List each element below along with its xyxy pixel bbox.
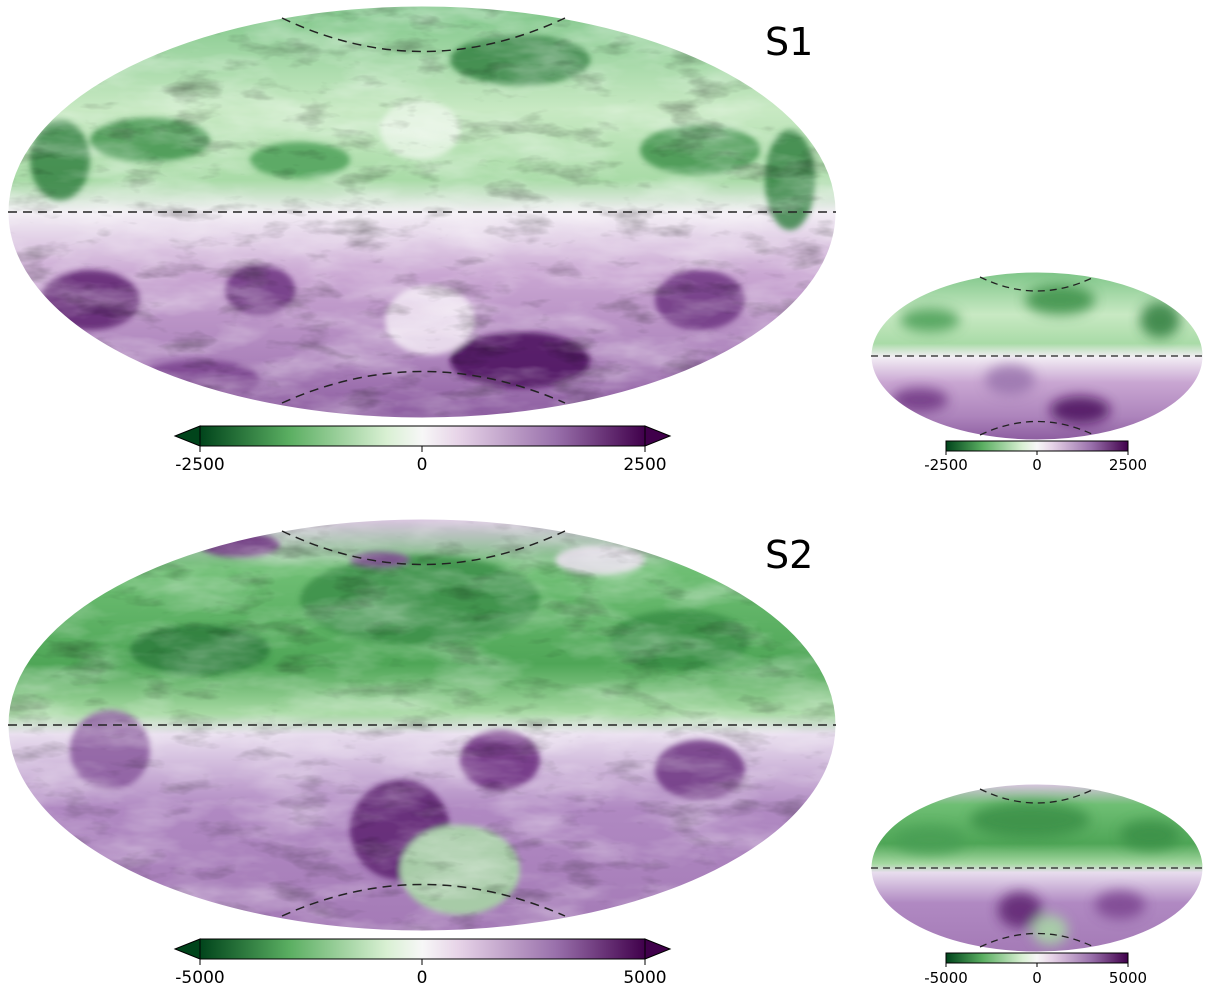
s1-small-dashed-lines — [871, 276, 1203, 436]
s1-colorbar-large: -2500 0 2500 — [173, 425, 672, 475]
s2-cbar-large-tick-min: -5000 — [175, 968, 224, 988]
s2-panel-label: S2 — [765, 533, 813, 577]
s1-panel-label: S1 — [765, 20, 813, 64]
s1-cbar-small-tick-min: -2500 — [924, 456, 968, 474]
s2-dashed-lines — [8, 530, 836, 917]
s2-small-dashed-lines — [871, 788, 1203, 948]
s1-cbar-large-tick-max: 2500 — [623, 455, 666, 475]
s2-cbar-small-tick-max: 5000 — [1109, 969, 1147, 987]
s2-colorbar-small: -5000 0 5000 — [924, 952, 1147, 987]
s1-dashed-lines — [8, 17, 836, 404]
s2-cbar-small-tick-min: -5000 — [924, 969, 968, 987]
s1-cbar-small-tick-max: 2500 — [1109, 456, 1147, 474]
s1-cbar-small-tick-zero: 0 — [1032, 456, 1042, 474]
s1-colorbar-small: -2500 0 2500 — [924, 440, 1147, 474]
s2-cbar-small-tick-zero: 0 — [1032, 969, 1042, 987]
s1-cbar-large-tick-zero: 0 — [417, 455, 428, 475]
s2-colorbar-large: -5000 0 5000 — [173, 938, 672, 988]
s2-cbar-large-tick-max: 5000 — [623, 968, 666, 988]
s2-cbar-large-tick-zero: 0 — [417, 968, 428, 988]
s1-cbar-large-tick-min: -2500 — [175, 455, 224, 475]
